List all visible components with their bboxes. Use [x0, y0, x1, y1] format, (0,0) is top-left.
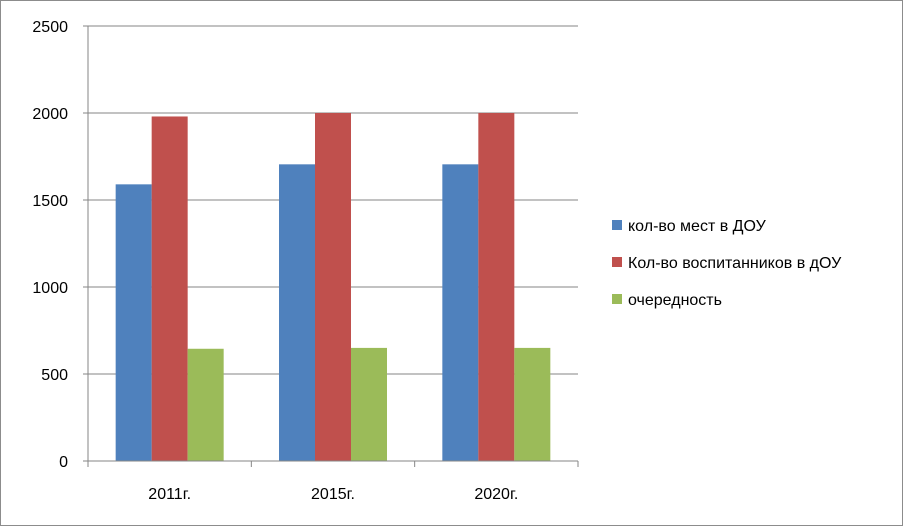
x-tick-label: 2011г. [148, 486, 191, 503]
legend-label: Кол-во воспитанников в дОУ [628, 255, 842, 272]
bar [151, 116, 188, 461]
x-tick-label: 2020г. [474, 486, 518, 503]
bar [442, 164, 479, 461]
bar [478, 113, 515, 461]
bar [279, 164, 315, 461]
bar [187, 348, 224, 461]
legend-label: кол-во мест в ДОУ [628, 218, 767, 235]
bar [315, 113, 351, 461]
y-axis: 0 500 1000 1500 2000 2500 [32, 19, 89, 471]
x-tick-label: 2015г. [311, 486, 355, 503]
legend-swatch [612, 257, 622, 267]
bar [351, 347, 387, 461]
legend: кол-во мест в ДОУ Кол-во воспитанников в … [612, 218, 842, 309]
legend-swatch [612, 220, 622, 230]
y-tick-label: 1500 [32, 193, 68, 210]
legend-label: очередность [628, 292, 722, 309]
y-tick-label: 1000 [32, 280, 68, 297]
y-tick-label: 2500 [32, 19, 68, 36]
bar [115, 184, 152, 461]
y-tick-label: 0 [59, 454, 68, 471]
bars [115, 113, 551, 461]
y-tick-label: 2000 [32, 106, 68, 123]
legend-swatch [612, 294, 622, 304]
x-axis: 2011г. 2015г. 2020г. [87, 460, 579, 503]
y-tick-label: 500 [41, 367, 68, 384]
bar [514, 347, 551, 461]
